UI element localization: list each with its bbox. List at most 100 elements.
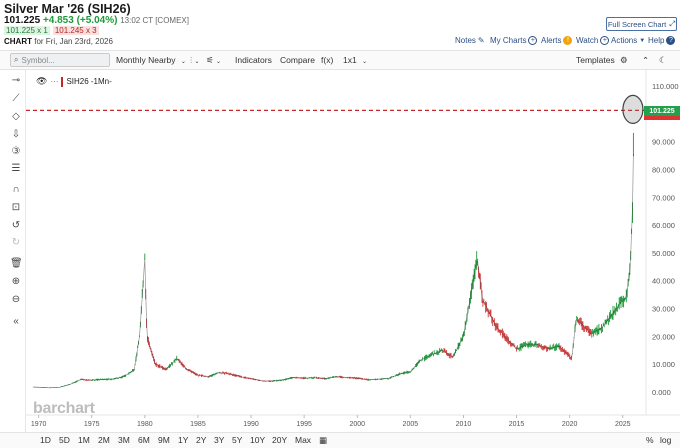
help-menu[interactable]: Help ? xyxy=(648,36,676,45)
alert-icon: ! xyxy=(563,36,573,45)
zoom-out-icon[interactable]: ⊖ xyxy=(11,294,21,305)
bid: 101.225 x 1 xyxy=(4,26,50,35)
price-line xyxy=(33,153,634,389)
last-price: 101.225 xyxy=(4,15,41,26)
y-tick-label: 10.000 xyxy=(652,360,675,369)
chart-type-dropdown[interactable]: ⫶ ⌄ xyxy=(190,55,200,66)
price-change: +4.853 (+5.04%) xyxy=(42,15,118,26)
x-tick-label: 1985 xyxy=(190,421,206,428)
period-3m[interactable]: 3M xyxy=(118,435,130,445)
moon-icon[interactable]: ☾ xyxy=(659,55,667,65)
x-tick-label: 2025 xyxy=(615,421,631,428)
x-tick-label: 2010 xyxy=(456,421,472,428)
x-tick-label: 1995 xyxy=(296,421,312,428)
percent-toggle[interactable]: % xyxy=(646,435,654,445)
y-tick-label: 60.000 xyxy=(652,221,675,230)
y-tick-label: 20.000 xyxy=(652,332,675,341)
my-charts-link[interactable]: My Charts + xyxy=(490,36,538,45)
collapse-sidebar-icon[interactable]: « xyxy=(13,316,19,327)
full-screen-chart-label: Full Screen Chart xyxy=(607,19,667,29)
trendline-icon[interactable]: ⟋ xyxy=(12,93,20,104)
x-tick-label: 2005 xyxy=(403,421,419,428)
monthly-nearby-label: Monthly Nearby xyxy=(116,55,176,65)
drawing-tools-sidebar: ⊸ ⟋ ◇ ⇩ ③ ☰ ∩ ⊡ ↺ ↻ 🗑 ⊕ ⊖ « xyxy=(0,70,26,432)
chart-toolbar xyxy=(0,50,680,70)
log-toggle[interactable]: log xyxy=(660,435,672,445)
alerts-link[interactable]: Alerts ! xyxy=(541,36,573,45)
watch-label: Watch xyxy=(576,36,599,45)
highlight-circle xyxy=(622,94,644,125)
period-20y[interactable]: 20Y xyxy=(272,435,288,445)
settings-dropdown[interactable]: ⚟ ⌄ xyxy=(206,55,221,66)
page-title: Silver Mar '26 (SIH26) xyxy=(4,2,131,16)
period-1y[interactable]: 1Y xyxy=(178,435,189,445)
price-chart[interactable]: 0.000 10.000 20.000 30.000 40.000 50.000 60.00… xyxy=(26,70,680,432)
zoom-in-icon[interactable]: ⊕ xyxy=(11,276,21,287)
compare-button[interactable]: Compare xyxy=(280,55,315,65)
crosshair-icon[interactable]: ⊸ xyxy=(11,75,21,86)
watch-link[interactable]: Watch + xyxy=(576,36,610,45)
more-icon[interactable]: ⋯ xyxy=(50,77,59,86)
sliders-icon: ⚟ xyxy=(206,55,214,65)
shape-icon[interactable]: ◇ xyxy=(12,111,20,122)
y-tick-label: 90.000 xyxy=(652,138,675,147)
chevron-down-icon: ⌄ xyxy=(180,59,186,65)
period-2y[interactable]: 2Y xyxy=(196,435,207,445)
last-price-marker: 101.225 xyxy=(644,106,680,116)
layout-dropdown[interactable]: 1x1 ⌄ xyxy=(343,55,367,65)
x-tick-label: 2020 xyxy=(562,421,578,428)
gear-icon[interactable]: ⚙ xyxy=(620,55,628,65)
chevron-down-icon: ⌄ xyxy=(194,59,200,65)
x-tick-label: 1975 xyxy=(84,421,100,428)
x-tick-label: 1980 xyxy=(137,421,153,428)
redo-icon[interactable]: ↻ xyxy=(11,237,21,248)
series-label: 👁 ⋯ SIH26 -1Mn- xyxy=(36,76,112,87)
chevron-down-icon: ⌄ xyxy=(216,59,222,65)
bid-ask: 101.225 x 1 101.245 x 3 xyxy=(4,26,99,35)
period-2m[interactable]: 2M xyxy=(98,435,110,445)
period-1m[interactable]: 1M xyxy=(78,435,90,445)
barchart-watermark: barchart xyxy=(33,400,95,417)
period-6m[interactable]: 6M xyxy=(138,435,150,445)
lock-icon[interactable]: ⊡ xyxy=(11,202,21,213)
x-tick-label: 1990 xyxy=(243,421,259,428)
monthly-nearby-dropdown[interactable]: Monthly Nearby ⌄ xyxy=(116,55,186,65)
indicators-button[interactable]: Indicators xyxy=(235,55,272,65)
period-5d[interactable]: 5D xyxy=(59,435,70,445)
calendar-icon[interactable]: ▦ xyxy=(319,435,328,445)
period-9m[interactable]: 9M xyxy=(158,435,170,445)
y-tick-label: 80.000 xyxy=(652,165,675,174)
search-placeholder: Symbol... xyxy=(21,55,55,65)
pencil-icon: ✎ xyxy=(477,36,485,45)
arrow-icon[interactable]: ⇩ xyxy=(11,129,21,140)
fx-button[interactable]: f(x) xyxy=(321,55,334,65)
full-screen-chart-button[interactable]: Full Screen Chart ⤢ xyxy=(606,17,677,31)
eye-icon[interactable]: 👁 xyxy=(36,76,48,86)
trash-icon[interactable]: 🗑 xyxy=(10,258,23,269)
period-max[interactable]: Max xyxy=(295,435,312,445)
period-3y[interactable]: 3Y xyxy=(214,435,225,445)
period-bar xyxy=(0,432,680,448)
x-tick-label: 2015 xyxy=(509,421,525,428)
y-tick-label: 50.000 xyxy=(652,249,675,258)
ask: 101.245 x 3 xyxy=(52,26,99,35)
actions-menu[interactable]: Actions ▼ xyxy=(611,36,645,45)
notes-label: Notes xyxy=(455,36,476,45)
bar-chart-icon: ⫶ xyxy=(190,55,193,65)
period-10y[interactable]: 10Y xyxy=(250,435,266,445)
symbol-search-input[interactable]: ⌕ Symbol... xyxy=(10,53,110,67)
x-tick-label: 1970 xyxy=(31,421,47,428)
y-tick-label: 0.000 xyxy=(652,388,671,397)
undo-icon[interactable]: ↺ xyxy=(11,220,21,231)
collapse-icon[interactable]: ⌃ xyxy=(642,55,650,65)
templates-button[interactable]: Templates xyxy=(576,55,615,65)
text-icon[interactable]: ☰ xyxy=(11,163,21,174)
notes-link[interactable]: Notes ✎ xyxy=(455,36,485,45)
search-icon: ⌕ xyxy=(14,55,19,64)
period-1d[interactable]: 1D xyxy=(40,435,51,445)
counter-icon[interactable]: ③ xyxy=(11,146,21,157)
period-5y[interactable]: 5Y xyxy=(232,435,243,445)
magnet-icon[interactable]: ∩ xyxy=(12,184,20,195)
series-color-swatch xyxy=(61,76,64,87)
actions-label: Actions xyxy=(611,36,638,45)
